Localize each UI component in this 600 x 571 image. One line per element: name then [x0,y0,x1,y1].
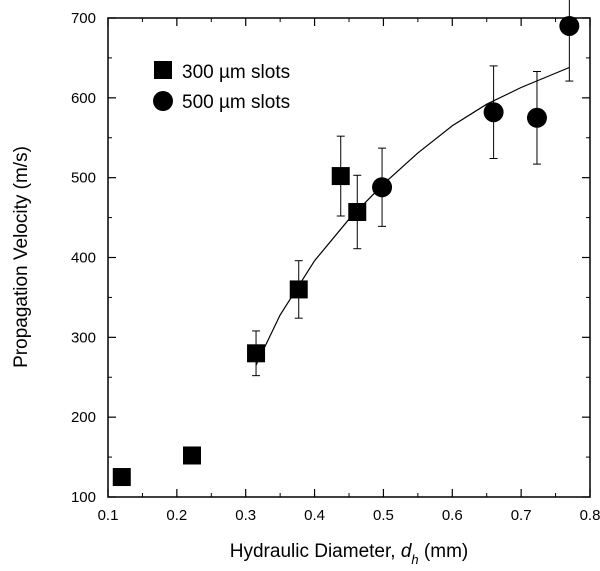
error-bars [252,0,574,377]
y-tick-label: 300 [71,329,96,346]
y-tick-label: 200 [71,409,96,426]
data-point-square [331,167,350,186]
legend-label-circle: 500 µm slots [182,92,290,113]
x-tick-label: 0.4 [304,507,325,524]
data-markers [112,15,580,487]
legend: 300 µm slots 500 µm slots [153,61,290,113]
x-tick-label: 0.3 [235,507,256,524]
axis-tick-labels: 0.1 0.2 0.3 0.4 0.5 0.6 0.7 0.8 100 200 300 400 500 6… [71,10,600,524]
y-tick-label: 100 [71,489,96,506]
y-tick-label: 600 [71,90,96,107]
x-axis-label-suffix: (mm) [419,541,469,562]
x-axis-label-symbol: d [401,541,413,562]
y-tick-label: 500 [71,170,96,187]
y-tick-label: 400 [71,250,96,267]
legend-circle-marker [153,91,173,111]
x-tick-label: 0.2 [166,507,187,524]
data-point-square [289,280,308,299]
data-point-circle [372,177,393,198]
fit-curve [255,66,570,366]
y-tick-label: 700 [71,10,96,27]
data-point-square [112,468,131,487]
x-tick-label: 0.6 [442,507,463,524]
data-point-circle [559,15,580,36]
plot-frame [107,17,591,498]
x-tick-label: 0.8 [580,507,600,524]
data-point-square [348,202,367,221]
axis-ticks [107,17,591,498]
legend-square-marker [154,61,172,79]
x-axis-label-prefix: Hydraulic Diameter, [230,541,401,562]
fit-curve-group [255,66,570,366]
data-point-circle [526,107,547,128]
data-point-square [247,344,266,363]
x-axis-label-subscript: h [411,552,418,567]
x-tick-label: 0.1 [98,507,119,524]
x-tick-label: 0.7 [511,507,532,524]
x-tick-label: 0.5 [373,507,394,524]
data-point-circle [483,102,504,123]
y-axis-label: Propagation Velocity (m/s) [11,146,32,368]
legend-label-square: 300 µm slots [182,62,290,83]
data-point-square [183,446,202,465]
x-axis-label: Hydraulic Diameter, dh (mm) [230,541,468,567]
